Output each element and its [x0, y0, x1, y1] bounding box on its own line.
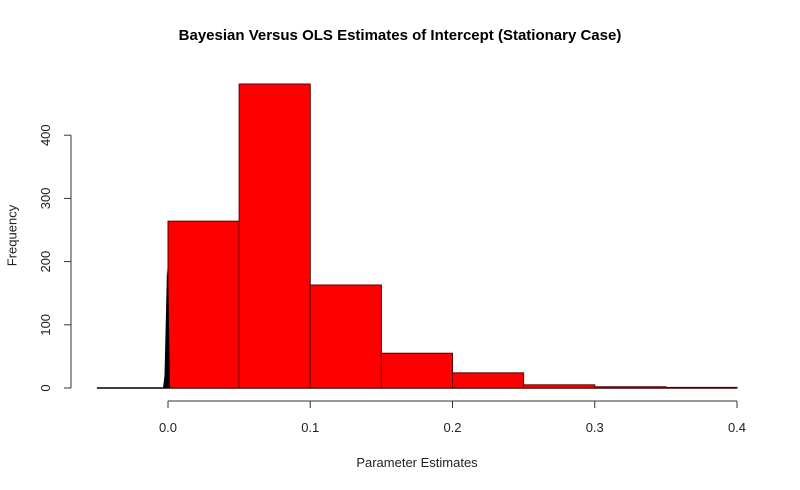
ols-bar [665, 386, 738, 389]
y-tick-label: 300 [38, 188, 53, 210]
chart-title: Bayesian Versus OLS Estimates of Interce… [178, 27, 622, 44]
ols-bar [238, 83, 311, 389]
y-tick-label: 100 [38, 314, 53, 336]
ols-bar [309, 284, 382, 389]
ols-bar [380, 352, 453, 389]
x-tick-label: 0.2 [443, 420, 461, 435]
x-tick-label: 0.3 [586, 420, 604, 435]
x-tick-label: 0.4 [728, 420, 746, 435]
y-tick-label: 400 [38, 124, 53, 146]
y-tick-label: 0 [38, 384, 53, 391]
x-tick-label: 0.0 [159, 420, 177, 435]
y-tick-label: 200 [38, 251, 53, 273]
ols-bar [452, 372, 525, 389]
ols-bar [167, 220, 240, 389]
bayesian-spike [163, 267, 170, 388]
ols-bar [594, 386, 667, 389]
x-tick-label: 0.1 [301, 420, 319, 435]
x-axis-label: Parameter Estimates [356, 455, 478, 470]
ols-bar [523, 384, 596, 389]
